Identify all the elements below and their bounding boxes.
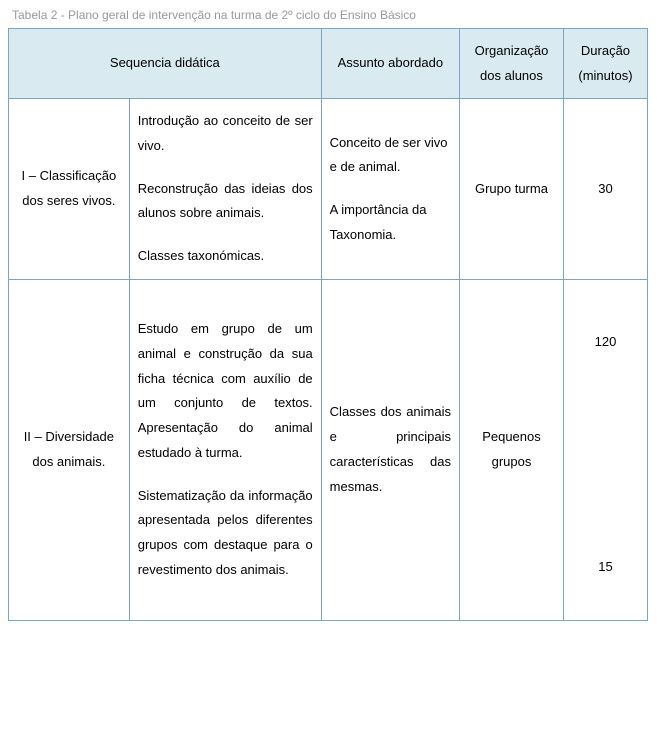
row1-assunto: Conceito de ser vivo e de animal. A impo… — [321, 99, 459, 279]
plan-table: Sequencia didática Assunto abordado Orga… — [8, 28, 648, 621]
row2-desc-p2: Sistematização da informação apresentada… — [138, 484, 313, 583]
row2-assunto-p1: Classes dos animais e principais caracte… — [330, 400, 451, 499]
row1-desc: Introdução ao conceito de ser vivo. Reco… — [129, 99, 321, 279]
row2-dur: 120 15 — [563, 279, 647, 620]
row2-dur-1: 120 — [572, 290, 639, 355]
table-caption: Tabela 2 - Plano geral de intervenção na… — [12, 8, 650, 22]
row2-desc-p1: Estudo em grupo de um animal e construçã… — [138, 317, 313, 465]
row2-assunto: Classes dos animais e principais caracte… — [321, 279, 459, 620]
row2-org: Pequenos grupos — [460, 279, 564, 620]
row1-assunto-p1: Conceito de ser vivo e de animal. — [330, 131, 451, 180]
row1-desc-p1: Introdução ao conceito de ser vivo. — [138, 109, 313, 158]
row1-title: I – Classificação dos seres vivos. — [9, 99, 130, 279]
header-assunto: Assunto abordado — [321, 29, 459, 99]
header-organizacao: Organização dos alunos — [460, 29, 564, 99]
table-row: II – Diversidade dos animais. Estudo em … — [9, 279, 648, 620]
header-sequencia: Sequencia didática — [9, 29, 322, 99]
header-duracao: Duração (minutos) — [563, 29, 647, 99]
row1-dur: 30 — [563, 99, 647, 279]
row1-org: Grupo turma — [460, 99, 564, 279]
row1-assunto-p3: A importância da Taxonomia. — [330, 198, 451, 247]
table-row: I – Classificação dos seres vivos. Intro… — [9, 99, 648, 279]
row2-desc: Estudo em grupo de um animal e construçã… — [129, 279, 321, 620]
row2-title: II – Diversidade dos animais. — [9, 279, 130, 620]
row1-desc-p2: Reconstrução das ideias dos alunos sobre… — [138, 177, 313, 226]
row2-dur-2: 15 — [572, 555, 639, 610]
row1-desc-p3: Classes taxonómicas. — [138, 244, 313, 269]
